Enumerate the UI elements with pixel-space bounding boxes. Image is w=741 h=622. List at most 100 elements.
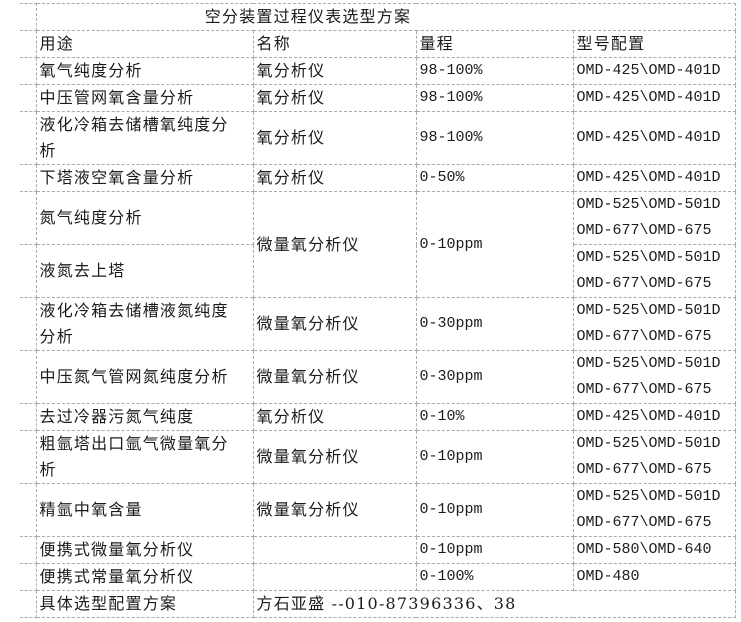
model-cell: OMD-480 [572,563,736,591]
cell-line: 0-10ppm [419,501,483,518]
range-cell: 0-10ppm [415,191,574,298]
table-row: 精氩中氧含量 微量氧分析仪 0-10ppm OMD-525\OMD-501D OMD-6… [20,483,736,537]
gridline-stub [20,244,37,298]
gridline-stub [20,536,37,564]
cell-line: 去过冷器污氮气纯度 [39,407,195,426]
header-label: 型号配置 [576,34,646,53]
title-row: 空分装置过程仪表选型方案 [20,3,736,31]
usage-cell: 下塔液空氧含量分析 [35,164,254,192]
table-row: 液化冷箱去储槽氧纯度分析氧分析仪 98-100% OMD-425\OMD-401D [20,111,736,165]
usage-cell: 液化冷箱去储槽氧纯度分析 [35,111,254,165]
cell-line: 中压氮气管网氮纯度分析 [39,367,229,386]
gridline-stub [20,30,37,58]
range-cell: 0-10% [415,403,574,431]
header-label: 量程 [419,34,454,53]
cell-line: 微量氧分析仪 [256,314,360,333]
gridline-stub [20,3,37,31]
name-header: 名称 [252,30,417,58]
usage-cell: 液氮去上塔 [35,244,254,298]
cell-line: 氧分析仪 [256,407,326,426]
cell-line: 微量氧分析仪 [256,500,360,519]
gridline-stub [20,191,37,245]
cell-line: OMD-677\OMD-675 [576,222,712,239]
cell-line: 下塔液空氧含量分析 [39,168,195,187]
usage-cell: 粗氩塔出口氩气微量氧分析 [35,430,254,484]
cell-line: 精氩中氧含量 [39,500,143,519]
cell-line: OMD-425\OMD-401D [576,169,721,186]
table-row: 氧气纯度分析 氧分析仪 98-100% OMD-425\OMD-401D [20,57,736,85]
table-row: 氮气纯度分析 微量氧分析仪 0-10ppm OMD-525\OMD-501D OMD-6… [20,191,736,298]
cell-line: 氧分析仪 [256,61,326,80]
name-cell: 氧分析仪 [252,57,417,85]
usage-header: 用途 [35,30,254,58]
cell-line: 微量氧分析仪 [256,234,360,254]
cell-line: 0-10ppm [419,541,483,558]
usage-cell: 便携式常量氧分析仪 [35,563,254,591]
cell-line: OMD-425\OMD-401D [576,62,721,79]
range-cell: 98-100% [415,111,574,165]
cell-line: OMD-677\OMD-675 [576,328,712,345]
name-cell: 微量氧分析仪 [252,483,417,537]
name-cell: 氧分析仪 [252,111,417,165]
cell-line: OMD-525\OMD-501D [576,488,721,505]
cell-line: 具体选型配置方案 [39,594,178,613]
table-row: 便携式微量氧分析仪 0-10ppm OMD-580\OMD-640 [20,536,736,564]
gridline-stub [20,563,37,591]
cell-line: 方石亚盛 --010-87396336、38 [256,594,517,613]
name-cell: 方石亚盛 --010-87396336、38 [252,590,736,618]
cell-line: 0-10ppm [419,448,483,465]
model-cell: OMD-425\OMD-401D [572,84,736,112]
gridline-stub [20,403,37,431]
gridline-stub [20,350,37,404]
cell-line: 粗氩塔出口氩气微量氧分 [39,434,229,453]
cell-line: OMD-677\OMD-675 [576,514,712,531]
cell-line: 0-30ppm [419,315,483,332]
range-cell: 0-10ppm [415,430,574,484]
model-header: 型号配置 [572,30,736,58]
cell-line: OMD-525\OMD-501D [576,435,721,452]
cell-line: 氧气纯度分析 [39,61,143,80]
model-cell: OMD-525\OMD-501D OMD-677\OMD-675 [572,350,736,404]
model-cell: OMD-425\OMD-401D [572,111,736,165]
cell-line: 析 [39,460,57,479]
cell-line: 0-10% [419,408,465,425]
name-cell: 氧分析仪 [252,164,417,192]
name-cell: 微量氧分析仪 [252,297,417,351]
cell-line: OMD-525\OMD-501D [576,196,721,213]
table-row: 粗氩塔出口氩气微量氧分析微量氧分析仪 0-10ppm OMD-525\OMD-501… [20,430,736,484]
name-cell: 微量氧分析仪 [252,430,417,484]
cell-line: OMD-677\OMD-675 [576,381,712,398]
cell-line: 0-100% [419,568,474,585]
cell-line: 液化冷箱去储槽液氮纯度 [39,301,229,320]
cell-line: 便携式常量氧分析仪 [39,567,195,586]
gridline-stub [20,84,37,112]
model-cell: OMD-525\OMD-501D OMD-677\OMD-675 [572,244,736,298]
name-cell [252,563,417,591]
cell-line: 0-50% [419,169,465,186]
range-cell: 0-30ppm [415,350,574,404]
cell-line: 中压管网氧含量分析 [39,88,195,107]
model-cell: OMD-525\OMD-501D OMD-677\OMD-675 [572,430,736,484]
table-row: 具体选型配置方案 方石亚盛 --010-87396336、38 [20,590,736,618]
cell-line: OMD-677\OMD-675 [576,275,712,292]
header-label: 用途 [39,34,74,53]
cell-line: OMD-425\OMD-401D [576,89,721,106]
model-cell: OMD-525\OMD-501D OMD-677\OMD-675 [572,297,736,351]
range-cell: 98-100% [415,84,574,112]
gridline-stub [20,57,37,85]
selection-table: 空分装置过程仪表选型方案 用途 名称 量程 型号配置 氧气纯度分析 氧分析仪 98-100… [20,3,736,618]
gridline-stub [20,430,37,484]
header-row: 用途 名称 量程 型号配置 [20,30,736,58]
cell-line: 氧分析仪 [256,128,326,147]
cell-line: 液氮去上塔 [39,261,126,280]
range-cell: 98-100% [415,57,574,85]
cell-line: OMD-525\OMD-501D [576,355,721,372]
name-cell [252,536,417,564]
cell-line: 便携式微量氧分析仪 [39,540,195,559]
cell-line: OMD-425\OMD-401D [576,408,721,425]
usage-cell: 氧气纯度分析 [35,57,254,85]
cell-line: 98-100% [419,62,483,79]
model-cell: OMD-580\OMD-640 [572,536,736,564]
model-cell: OMD-425\OMD-401D [572,403,736,431]
usage-cell: 精氩中氧含量 [35,483,254,537]
